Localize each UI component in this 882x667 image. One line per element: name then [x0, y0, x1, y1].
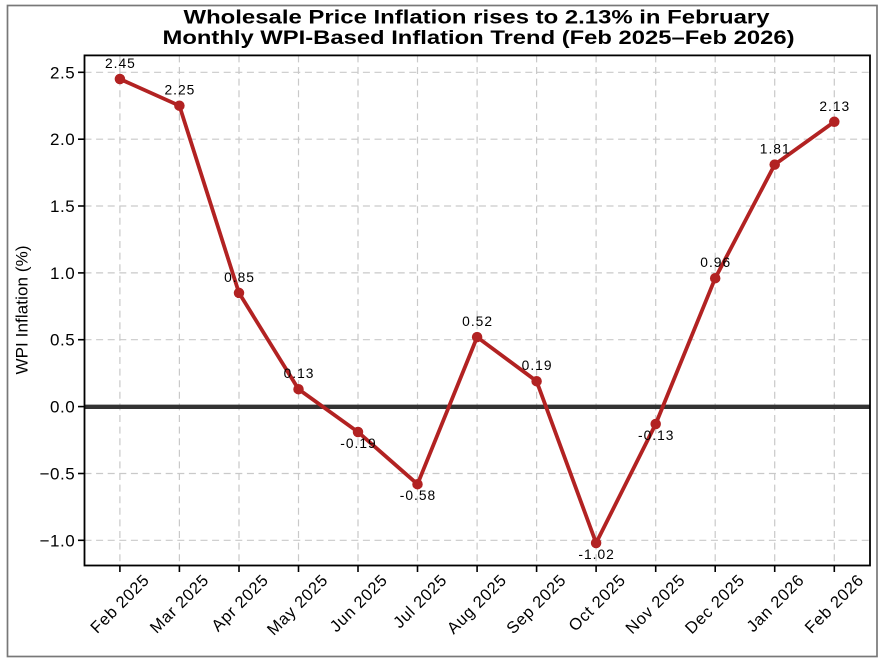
svg-text:0.5: 0.5 — [50, 331, 75, 350]
svg-text:Monthly WPI-Based Inflation Tr: Monthly WPI-Based Inflation Trend (Feb 2… — [163, 27, 795, 49]
svg-text:-0.19: -0.19 — [340, 436, 376, 451]
svg-text:0.13: 0.13 — [284, 366, 315, 381]
svg-text:1.5: 1.5 — [50, 197, 75, 216]
svg-text:Wholesale Price Inflation rise: Wholesale Price Inflation rises to 2.13%… — [184, 6, 770, 28]
svg-text:1.0: 1.0 — [50, 264, 75, 283]
svg-text:−1.0: −1.0 — [40, 531, 76, 550]
svg-text:0.85: 0.85 — [224, 270, 255, 285]
svg-text:-0.13: -0.13 — [638, 428, 674, 443]
svg-text:2.13: 2.13 — [819, 99, 850, 114]
svg-text:2.5: 2.5 — [50, 63, 75, 82]
svg-text:2.45: 2.45 — [105, 56, 136, 71]
svg-text:−0.5: −0.5 — [40, 465, 76, 484]
svg-text:1.81: 1.81 — [760, 142, 791, 157]
svg-text:2.0: 2.0 — [50, 130, 75, 149]
svg-text:0.0: 0.0 — [50, 398, 75, 417]
svg-text:0.96: 0.96 — [700, 255, 731, 270]
svg-text:0.19: 0.19 — [522, 358, 553, 373]
svg-text:-0.58: -0.58 — [400, 488, 436, 503]
svg-text:WPI Inflation (%): WPI Inflation (%) — [13, 246, 32, 375]
svg-text:2.25: 2.25 — [164, 83, 195, 98]
svg-text:-1.02: -1.02 — [578, 547, 614, 562]
svg-text:0.52: 0.52 — [462, 314, 493, 329]
